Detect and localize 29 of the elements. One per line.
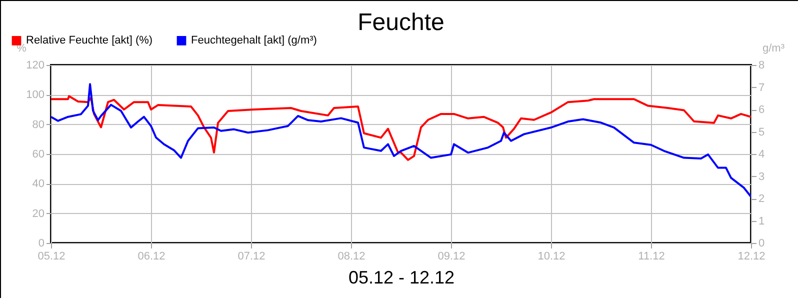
x-tick-label: 10.12 <box>538 250 566 262</box>
x-tick-label: 09.12 <box>438 250 466 262</box>
y-tick-label: 80 <box>32 118 44 131</box>
x-tick-label: 07.12 <box>238 250 266 262</box>
x-tick-label: 11.12 <box>638 250 665 262</box>
y2-tick-label: 2 <box>758 193 765 205</box>
x-tick-label: 08.12 <box>338 250 366 262</box>
x-tick-label: 05.12 <box>38 250 66 262</box>
y2-tick-label: 3 <box>758 170 765 183</box>
legend-label: Feuchtegehalt [akt] (g/m³) <box>191 34 317 47</box>
y-tick-label: 40 <box>32 178 44 190</box>
y2-tick-label: 7 <box>758 82 765 94</box>
y2-tick-label: 1 <box>758 215 765 228</box>
y2-tick-label: 5 <box>758 126 765 138</box>
y2-tick-label: 8 <box>758 60 765 72</box>
y-tick-label: 100 <box>26 89 44 102</box>
legend-label: Relative Feuchte [akt] (%) <box>26 34 153 47</box>
x-tick-label: 06.12 <box>138 250 166 262</box>
x-tick-label: 12.12 <box>738 250 766 262</box>
chart-title: Feuchte <box>358 9 444 36</box>
y-tick-label: 20 <box>32 208 44 220</box>
y2-axis-title: g/m³ <box>762 42 785 54</box>
y-tick-label: 120 <box>26 60 44 72</box>
y-tick-label: 0 <box>38 238 44 250</box>
y-tick-label: 60 <box>32 148 44 160</box>
y2-tick-label: 6 <box>758 104 765 116</box>
y2-tick-label: 0 <box>758 238 765 250</box>
x-axis-title: 05.12 - 12.12 <box>348 268 455 288</box>
y2-tick-label: 4 <box>758 148 765 160</box>
